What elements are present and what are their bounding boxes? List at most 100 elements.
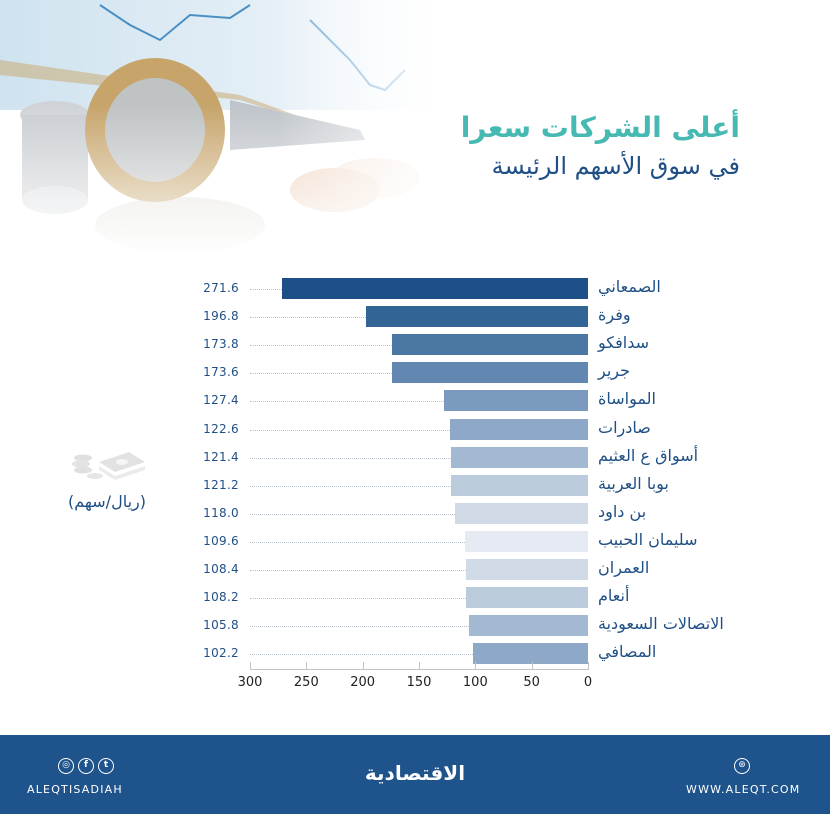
chart-row: 109.6 سليمان الحبيب [0, 529, 830, 553]
x-tick-label: 300 [237, 675, 263, 690]
leader-line [250, 485, 452, 487]
chart-row: 108.2 أنعام [0, 586, 830, 609]
chart-row: 173.8 سدافكو [0, 333, 830, 356]
x-tick-label: 0 [583, 675, 593, 690]
category-label: جرير [598, 361, 630, 381]
leader-line [250, 457, 452, 459]
category-label: أنعام [598, 586, 630, 606]
leader-line [250, 513, 456, 515]
value-label: 196.8 [203, 309, 239, 324]
unit-label-block: (ريال/سهم) [52, 448, 162, 511]
category-label: وفرة [598, 305, 631, 325]
title-sub: في سوق الأسهم الرئيسة [491, 152, 740, 180]
value-label: 118.0 [203, 505, 239, 520]
category-label: المواساة [598, 389, 656, 409]
chart-title: أعلى الشركات سعرا في سوق الأسهم الرئيسة [461, 108, 740, 184]
bar [392, 362, 588, 384]
category-label: المصافي [598, 642, 657, 662]
unit-label: (ريال/سهم) [68, 492, 146, 511]
bar [466, 587, 588, 609]
social-handle[interactable]: ALEQTISADIAH [27, 783, 123, 796]
value-label: 109.6 [203, 533, 239, 548]
bar [464, 530, 588, 552]
bar [451, 474, 588, 496]
bar [465, 559, 588, 580]
value-label: 105.8 [203, 618, 239, 633]
title-main: أعلى الشركات سعرا [460, 111, 740, 144]
bar [451, 446, 588, 468]
chart-row: 108.4 العمران [0, 558, 830, 581]
bar-chart: 271.6 الصمعاني 196.8 وفرة 173.8 سدافكو 173.6 جر… [0, 277, 830, 690]
value-label: 108.2 [203, 590, 239, 605]
category-label: صادرات [598, 417, 651, 437]
category-label: العمران [598, 558, 650, 577]
chart-row: 196.8 وفرة [0, 305, 830, 328]
leader-line [250, 626, 469, 628]
leader-line [250, 570, 466, 571]
bar [444, 390, 588, 412]
chart-row: 127.4 المواساة [0, 389, 830, 412]
footer: ◎ f t ALEQTISADIAH الاقتصادية ⊛ WWW.ALEQ… [0, 735, 830, 814]
bar [281, 278, 588, 299]
leader-line [250, 654, 473, 656]
header-photo-coins [0, 0, 460, 260]
bar [468, 615, 588, 637]
chart-row: 102.2 المصافي [0, 642, 830, 665]
leader-line [250, 289, 282, 290]
value-label: 121.4 [203, 449, 239, 464]
x-tick-label: 250 [293, 675, 319, 690]
leader-line [250, 598, 467, 600]
chart-row: 122.6 صادرات [0, 417, 830, 441]
twitter-icon[interactable]: t [98, 758, 114, 774]
value-label: 173.8 [203, 337, 239, 352]
bar [366, 306, 588, 328]
website-link[interactable]: WWW.ALEQT.COM [686, 783, 801, 796]
chart-row: 173.6 جرير [0, 361, 830, 384]
leader-line [250, 373, 393, 375]
category-label: أسواق ع العثيم [598, 445, 699, 465]
leader-line [250, 401, 445, 403]
leader-line [250, 317, 367, 319]
x-tick [475, 662, 477, 670]
chart-row: 121.2 بوبا العربية [0, 473, 830, 497]
bar [455, 502, 588, 524]
leader-line [250, 429, 450, 431]
category-label: الاتصالات السعودية [598, 614, 724, 634]
globe-icon: ⊛ [734, 758, 750, 774]
instagram-icon[interactable]: ◎ [58, 758, 74, 774]
leader-line [250, 541, 465, 543]
facebook-icon[interactable]: f [78, 758, 94, 774]
brand-logo: الاقتصادية [364, 761, 466, 785]
x-tick [306, 662, 308, 670]
x-tick-label: 100 [462, 675, 488, 690]
value-label: 127.4 [203, 393, 239, 408]
value-label: 173.6 [203, 365, 239, 380]
category-label: سليمان الحبيب [598, 529, 698, 549]
value-label: 108.4 [203, 562, 239, 576]
x-tick-label: 50 [523, 675, 540, 690]
x-tick [250, 662, 251, 670]
chart-row: 105.8 الاتصالات السعودية [0, 614, 830, 637]
x-tick [588, 662, 589, 670]
bar [392, 334, 588, 356]
category-label: بن داود [598, 501, 647, 521]
value-label: 122.6 [203, 421, 239, 436]
x-tick-label: 150 [406, 675, 432, 690]
value-label: 102.2 [203, 646, 239, 661]
bar [472, 643, 588, 665]
category-label: بوبا العربية [598, 473, 669, 493]
category-label: الصمعاني [598, 277, 661, 296]
leader-line [250, 345, 393, 347]
social-links: ◎ f t [58, 758, 128, 776]
x-tick [531, 662, 533, 670]
category-label: سدافكو [598, 333, 649, 353]
value-label: 121.2 [203, 477, 239, 492]
x-tick-label: 200 [350, 675, 376, 690]
x-tick [362, 662, 364, 670]
money-stack-icon [72, 452, 145, 480]
x-tick [419, 662, 420, 670]
bar [449, 418, 588, 440]
chart-row: 118.0 بن داود [0, 501, 830, 525]
chart-row: 121.4 أسواق ع العثيم [0, 445, 830, 469]
chart-row: 271.6 الصمعاني [0, 277, 830, 300]
